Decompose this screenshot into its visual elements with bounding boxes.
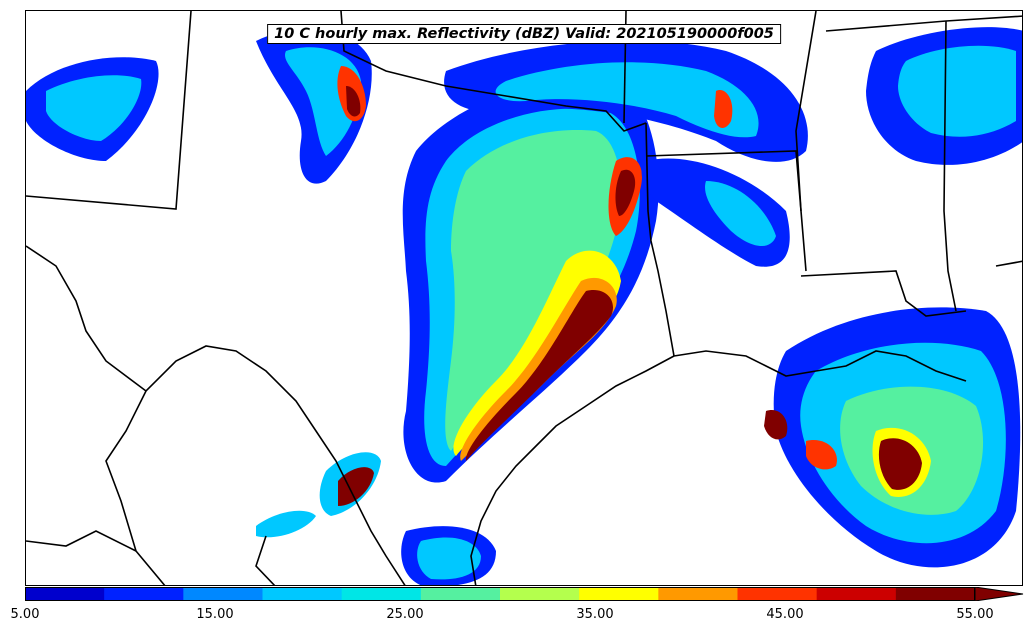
colorbar-segment: [895, 587, 976, 601]
map-title: 10 C hourly max. Reflectivity (dBZ) Vali…: [267, 24, 781, 44]
reflectivity-map: [26, 11, 1022, 585]
colorbar-tick-label: 5.00: [10, 607, 40, 622]
colorbar-extend-arrow: [974, 587, 1024, 601]
colorbar-border: [25, 587, 975, 601]
reflectivity-cells: [26, 27, 1022, 585]
colorbar-tick-label: 45.00: [766, 607, 804, 622]
colorbar-tick-label: 25.00: [386, 607, 424, 622]
colorbar-segment: [341, 587, 422, 601]
geographic-boundaries: [26, 11, 1022, 585]
colorbar-tick-label: 55.00: [956, 607, 994, 622]
colorbar-segment: [737, 587, 818, 601]
colorbar-segment: [500, 587, 580, 601]
colorbar-segment: [104, 587, 184, 601]
colorbar-segment: [25, 587, 105, 601]
colorbar-segment: [658, 587, 738, 601]
colorbar-segment: [420, 587, 501, 601]
colorbar-segment: [262, 587, 343, 601]
colorbar-segment: [816, 587, 897, 601]
colorbar-tick-label: 35.00: [576, 607, 614, 622]
colorbar-segment: [579, 587, 659, 601]
map-panel: 10 C hourly max. Reflectivity (dBZ) Vali…: [25, 10, 1023, 586]
colorbar: [25, 587, 1024, 601]
colorbar-segment: [183, 587, 263, 601]
colorbar-tick-label: 15.00: [196, 607, 234, 622]
